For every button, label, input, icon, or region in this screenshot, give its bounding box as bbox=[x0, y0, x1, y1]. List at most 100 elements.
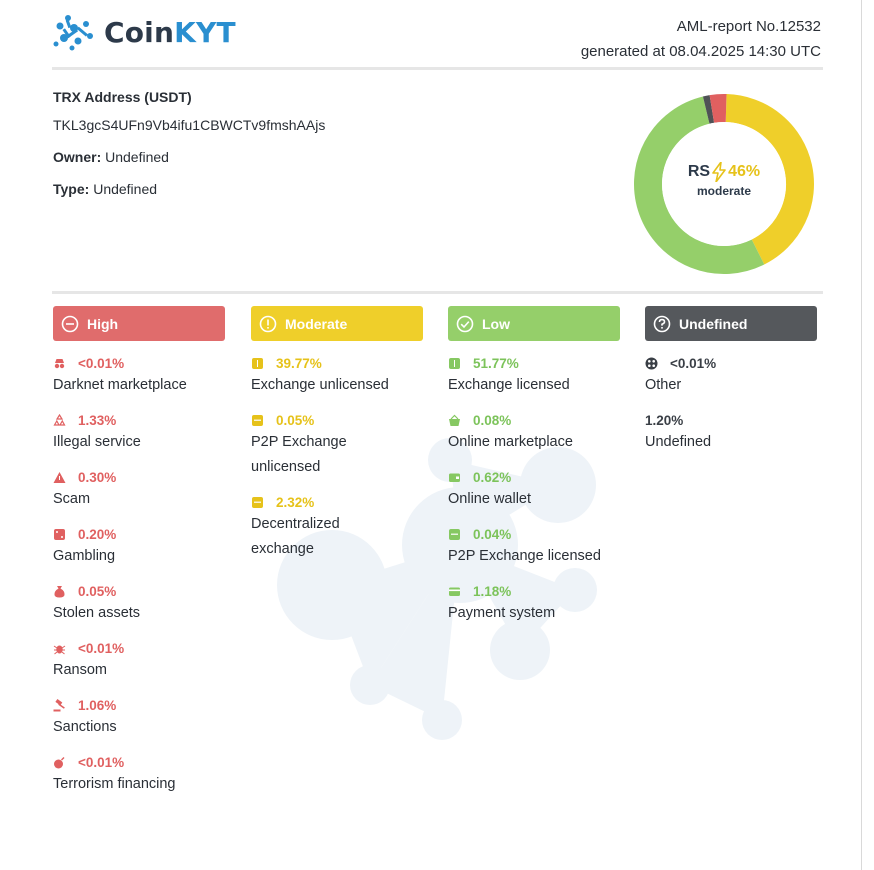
risk-item-percent-row: 1.20% bbox=[645, 410, 817, 430]
column-moderate: Moderate 39.77% Exchange unlicensed 0.05% P… bbox=[251, 306, 423, 562]
dex-icon bbox=[252, 496, 263, 508]
donut-segment-high bbox=[709, 94, 727, 123]
risk-item-percent: 0.04% bbox=[473, 526, 512, 542]
risk-item-name: P2P Exchange licensed bbox=[448, 548, 601, 564]
risk-item-name: Gambling bbox=[53, 548, 116, 564]
risk-item-percent-row: 0.62% bbox=[448, 467, 620, 487]
card-icon bbox=[449, 587, 460, 596]
risk-item-percent-row: 1.33% bbox=[53, 410, 225, 430]
risk-score-center: RS 46% moderate bbox=[631, 162, 817, 198]
report-number: AML-report No.12532 bbox=[676, 18, 821, 35]
type-value: Undefined bbox=[93, 181, 158, 197]
risk-item-name: P2P Exchange unlicensed bbox=[251, 434, 347, 475]
coinkyt-logo-icon bbox=[53, 15, 93, 51]
risk-item-percent: 39.77% bbox=[276, 355, 322, 371]
risk-item-name: Other bbox=[645, 377, 682, 393]
risk-item-percent: 2.32% bbox=[276, 494, 315, 510]
risk-item-name: Stolen assets bbox=[53, 605, 141, 621]
spy-icon bbox=[54, 358, 65, 368]
bomb-icon bbox=[54, 756, 65, 768]
risk-item: 0.30% Scam bbox=[53, 467, 225, 512]
brand-name-part1: Coin bbox=[104, 15, 175, 49]
exclamation-circle-icon bbox=[259, 315, 277, 332]
risk-item: 0.05% Stolen assets bbox=[53, 581, 225, 626]
risk-item: 0.04% P2P Exchange licensed bbox=[448, 524, 620, 569]
report-meta: AML-report No.12532 generated at 08.04.2… bbox=[581, 14, 821, 64]
column-high-header: High bbox=[53, 306, 225, 341]
risk-item-name: Exchange licensed bbox=[448, 377, 570, 393]
wallet-icon bbox=[449, 473, 460, 482]
risk-item-percent: 0.20% bbox=[78, 526, 117, 542]
column-high-title: High bbox=[87, 315, 119, 332]
column-undefined-header: Undefined bbox=[645, 306, 817, 341]
type-label: Type: bbox=[53, 181, 90, 197]
risk-item-percent-row: 1.18% bbox=[448, 581, 620, 601]
address-value: TKL3gcS4UFn9Vb4ifu1CBWCTv9fmshAAjs bbox=[53, 117, 326, 133]
donut-segment-low bbox=[634, 96, 765, 274]
column-moderate-title: Moderate bbox=[285, 315, 348, 332]
header-divider bbox=[52, 67, 823, 70]
brand-name-part2: KYT bbox=[174, 15, 236, 49]
column-low-header: Low bbox=[448, 306, 620, 341]
risk-item-percent-row: 0.04% bbox=[448, 524, 620, 544]
check-circle-icon bbox=[456, 315, 474, 332]
risk-item-percent: 1.20% bbox=[645, 412, 684, 428]
risk-item-name: Ransom bbox=[53, 662, 107, 678]
risk-item-name: Terrorism financing bbox=[53, 776, 176, 792]
address-title: TRX Address (USDT) bbox=[53, 89, 192, 105]
risk-item: <0.01% Ransom bbox=[53, 638, 225, 683]
dots-icon bbox=[645, 357, 658, 369]
column-undefined-title: Undefined bbox=[679, 315, 748, 332]
risk-item-name: Online wallet bbox=[448, 491, 532, 507]
minus-circle-icon bbox=[61, 315, 79, 332]
risk-item-percent-row: 0.30% bbox=[53, 467, 225, 487]
brand-wordmark: CoinKYT bbox=[104, 16, 236, 49]
basket-icon bbox=[449, 414, 460, 426]
risk-item-percent-row: 39.77% bbox=[251, 353, 423, 373]
risk-item: 1.20% Undefined bbox=[645, 410, 817, 455]
owner-value: Undefined bbox=[105, 149, 169, 165]
risk-item-percent: 0.05% bbox=[78, 583, 117, 599]
risk-item-percent: <0.01% bbox=[78, 640, 125, 656]
risk-item-percent: 1.06% bbox=[78, 697, 117, 713]
risk-item-percent-row: 0.08% bbox=[448, 410, 620, 430]
risk-score-label: RS bbox=[687, 163, 711, 180]
risk-item-name: Scam bbox=[53, 491, 91, 507]
column-low: Low 51.77% Exchange licensed 0.08% Online m… bbox=[448, 306, 620, 626]
owner-label: Owner: bbox=[53, 149, 102, 165]
risk-item-percent-row: <0.01% bbox=[53, 353, 225, 373]
risk-item-percent-row: 0.05% bbox=[251, 410, 423, 430]
risk-item: 1.18% Payment system bbox=[448, 581, 620, 626]
p2p-icon bbox=[449, 528, 460, 540]
risk-item-percent: 1.18% bbox=[473, 583, 512, 599]
risk-item-name: Decentralized exchange bbox=[251, 516, 340, 557]
section-divider bbox=[52, 291, 823, 294]
risk-item-percent-row: 1.06% bbox=[53, 695, 225, 715]
risk-item-percent: 0.08% bbox=[473, 412, 512, 428]
risk-item: 51.77% Exchange licensed bbox=[448, 353, 620, 398]
column-moderate-header: Moderate bbox=[251, 306, 423, 341]
risk-item: 0.08% Online marketplace bbox=[448, 410, 620, 455]
risk-item-name: Undefined bbox=[645, 434, 712, 450]
risk-item-percent: 0.05% bbox=[276, 412, 315, 428]
risk-item: 1.06% Sanctions bbox=[53, 695, 225, 740]
risk-item-percent-row: <0.01% bbox=[645, 353, 817, 373]
risk-item-percent-row: 0.05% bbox=[53, 581, 225, 601]
p2p-icon bbox=[252, 414, 263, 426]
question-circle-icon bbox=[653, 315, 671, 332]
recycle-icon bbox=[53, 413, 66, 426]
bug-icon bbox=[53, 645, 66, 654]
risk-item-percent: 51.77% bbox=[473, 355, 519, 371]
watermark-network-icon bbox=[277, 438, 597, 740]
risk-item-name: Payment system bbox=[448, 605, 556, 621]
exchange-icon bbox=[449, 357, 460, 369]
risk-item-name: Sanctions bbox=[53, 719, 117, 735]
risk-item: <0.01% Terrorism financing bbox=[53, 752, 225, 797]
report-generated-at: generated at 08.04.2025 14:30 UTC bbox=[580, 43, 821, 60]
money-bag-icon bbox=[54, 585, 65, 597]
risk-item: 2.32% Decentralized exchange bbox=[251, 492, 423, 562]
risk-item-percent: <0.01% bbox=[670, 355, 717, 371]
dice-icon bbox=[54, 528, 65, 540]
column-undefined: Undefined <0.01% Other 1.20% Undefined bbox=[645, 306, 817, 455]
